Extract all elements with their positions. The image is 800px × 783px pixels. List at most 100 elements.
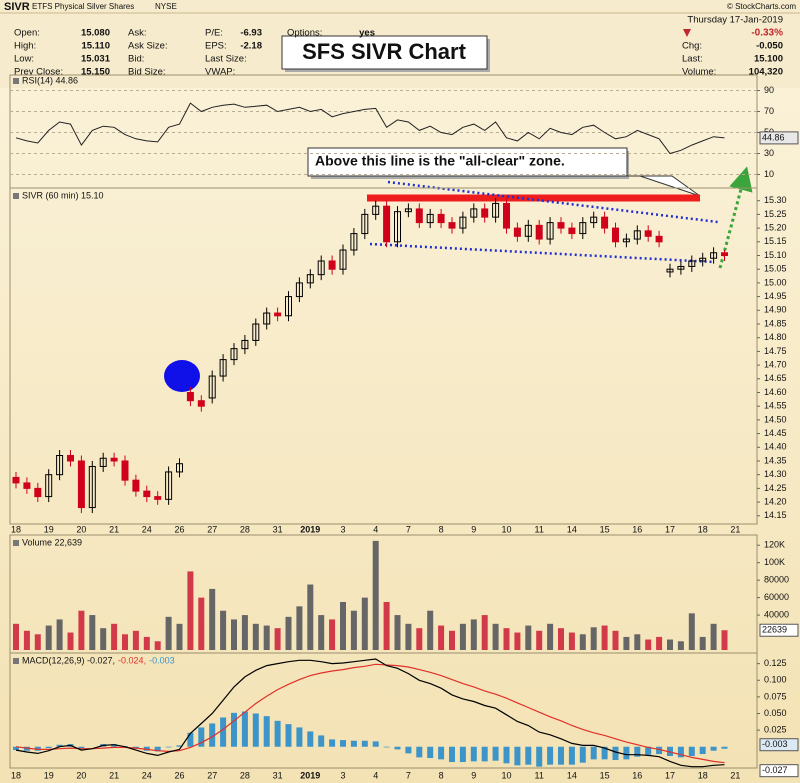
volume-bar — [318, 615, 325, 650]
volume-bar — [100, 628, 107, 650]
volume-bar — [645, 639, 652, 650]
histogram-bar — [274, 720, 281, 747]
volume-bar — [274, 628, 281, 650]
candle-body — [317, 260, 325, 276]
annotation-box — [281, 35, 488, 70]
panel-icon — [13, 658, 19, 664]
histogram-bar — [154, 746, 161, 752]
volume-bar — [634, 634, 641, 650]
volume-bar — [122, 634, 128, 650]
y-tick-label: 15.05 — [764, 264, 787, 274]
rsi-line — [15, 102, 725, 155]
candle-body — [110, 457, 118, 462]
histogram-bar — [579, 746, 586, 763]
volume-bar — [416, 628, 423, 650]
volume-bar — [45, 625, 52, 650]
x-tick-label: 24 — [142, 524, 152, 534]
volume-bar — [547, 623, 554, 650]
macd-line — [15, 658, 725, 768]
histogram-bar — [536, 746, 543, 767]
candle-body — [590, 216, 598, 224]
callout-box — [307, 147, 701, 197]
candle-body — [546, 222, 554, 240]
candle-body — [383, 205, 391, 243]
volume-bar — [721, 630, 728, 650]
histogram-bar — [688, 746, 695, 757]
candle-body — [535, 224, 543, 240]
volume-bar — [231, 619, 237, 650]
volume-bar — [372, 540, 379, 650]
candle-body — [557, 222, 565, 229]
histogram-bar — [372, 741, 379, 747]
histogram-bar — [329, 739, 336, 747]
volume-bar — [209, 588, 216, 650]
histogram-bar — [405, 746, 412, 754]
x-tick-label: 7 — [406, 524, 411, 534]
annotation: SFS SIVR Chart — [302, 39, 466, 64]
down-arrow — [683, 29, 691, 37]
volume-bar — [67, 632, 74, 650]
y-tick-label: 14.65 — [764, 373, 787, 383]
candle-body — [45, 474, 53, 498]
x-tick-label: 11 — [535, 524, 544, 534]
x-tick-label: 10 — [501, 524, 511, 534]
volume-bar — [590, 627, 597, 650]
candle-body — [699, 257, 707, 262]
x-tick-label: 21 — [109, 524, 119, 534]
candle-body — [12, 476, 20, 484]
last-value-box — [759, 764, 799, 778]
histogram-bar — [427, 746, 434, 759]
candle-body — [448, 222, 456, 229]
x-tick-label: 16 — [632, 770, 642, 780]
candle-body — [143, 490, 151, 498]
volume-bar — [601, 625, 608, 650]
candle-body — [524, 224, 532, 237]
panel-label: Volume 22,639 — [22, 537, 82, 547]
histogram-bar — [56, 744, 63, 747]
candle-body — [481, 208, 489, 218]
y-tick-label: 80000 — [764, 575, 789, 585]
y-tick-label: 15.00 — [764, 277, 787, 287]
last-value-box — [759, 738, 799, 752]
x-tick-label: 28 — [240, 524, 250, 534]
macd-line — [15, 663, 725, 764]
y-tick-label: 10 — [764, 169, 774, 179]
panel-label: RSI(14) 44.86 — [22, 75, 78, 85]
volume-bar — [623, 636, 630, 650]
field-value: 15.031 — [81, 54, 111, 65]
volume-bar — [198, 597, 205, 650]
y-tick-label: 14.95 — [764, 291, 787, 301]
candle-body — [644, 230, 652, 237]
field-label: Volume: — [682, 67, 716, 78]
last-value-box — [759, 131, 799, 145]
y-tick-label: 14.20 — [764, 496, 787, 506]
histogram-bar — [503, 746, 510, 764]
volume-bar — [656, 636, 663, 650]
candle-body — [132, 479, 140, 492]
panel-icon — [13, 193, 19, 199]
field-label: Options: — [287, 28, 322, 39]
candle-body — [470, 208, 478, 218]
candle-body — [688, 260, 696, 267]
candle-body — [579, 222, 587, 235]
field-value: 15.080 — [81, 28, 110, 39]
x-tick-label: 14 — [567, 524, 577, 534]
x-tick-label: 3 — [340, 524, 345, 534]
y-tick-label: 14.85 — [764, 318, 787, 328]
candle-body — [88, 465, 96, 509]
field-value: yes — [359, 28, 375, 39]
histogram-bar — [677, 746, 684, 758]
x-tick-label: 14 — [567, 770, 577, 780]
x-tick-label: 26 — [174, 770, 184, 780]
volume-bar — [132, 630, 139, 650]
x-tick-label: 8 — [439, 770, 444, 780]
x-tick-label: 19 — [44, 524, 54, 534]
candle-body — [655, 235, 663, 243]
y-tick-label: 70 — [764, 106, 774, 116]
volume-bar — [263, 625, 270, 650]
volume-bar — [394, 615, 401, 650]
histogram-bar — [34, 746, 41, 751]
candle-body — [568, 227, 576, 235]
field-label: Last: — [682, 54, 703, 65]
histogram-bar — [111, 744, 118, 747]
